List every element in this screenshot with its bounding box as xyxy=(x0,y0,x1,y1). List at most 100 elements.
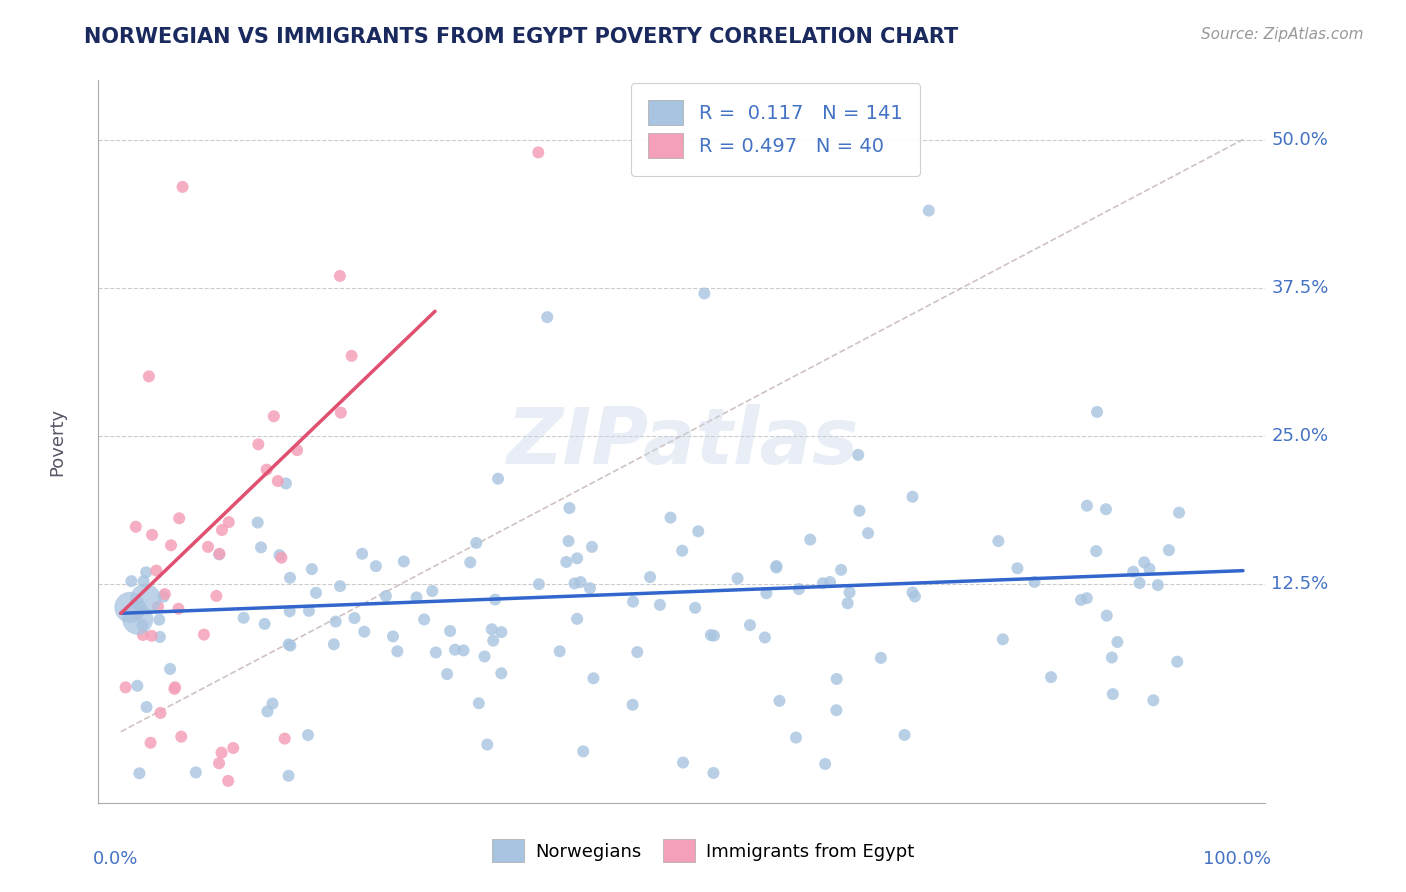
Point xyxy=(1070,593,1092,607)
Point xyxy=(1101,687,1123,701)
Point xyxy=(1147,578,1170,592)
Point xyxy=(208,756,231,771)
Point xyxy=(1007,561,1029,575)
Point xyxy=(991,632,1014,647)
Point xyxy=(193,627,215,641)
Point xyxy=(152,590,174,604)
Point xyxy=(352,547,374,561)
Point xyxy=(468,696,491,710)
Point xyxy=(811,576,834,591)
Point xyxy=(565,551,588,566)
Point xyxy=(1085,405,1108,419)
Point xyxy=(579,581,602,595)
Point xyxy=(218,515,240,529)
Point xyxy=(263,409,285,424)
Point xyxy=(787,582,810,596)
Point xyxy=(918,203,941,218)
Point xyxy=(138,369,160,384)
Point xyxy=(420,584,443,599)
Point xyxy=(329,268,352,283)
Point xyxy=(453,643,475,657)
Point xyxy=(167,601,190,615)
Point xyxy=(491,666,513,681)
Point xyxy=(901,585,924,599)
Point xyxy=(205,589,228,603)
Point xyxy=(148,613,170,627)
Point xyxy=(838,585,860,599)
Point xyxy=(297,728,319,742)
Point xyxy=(262,697,284,711)
Point xyxy=(269,548,291,562)
Point xyxy=(1040,670,1063,684)
Point xyxy=(765,560,787,574)
Point xyxy=(830,563,852,577)
Point xyxy=(672,756,695,770)
Point xyxy=(436,667,458,681)
Point xyxy=(754,631,776,645)
Point xyxy=(253,616,276,631)
Point xyxy=(848,504,870,518)
Point xyxy=(477,738,499,752)
Point xyxy=(114,681,136,695)
Point xyxy=(527,145,550,160)
Point xyxy=(135,566,157,580)
Point xyxy=(135,700,157,714)
Point xyxy=(555,555,578,569)
Point xyxy=(825,672,848,686)
Point xyxy=(702,766,724,780)
Point xyxy=(278,604,301,618)
Point xyxy=(765,559,787,574)
Point xyxy=(491,625,513,640)
Point xyxy=(127,612,149,626)
Point xyxy=(486,472,509,486)
Point xyxy=(305,586,328,600)
Point xyxy=(131,618,153,632)
Point xyxy=(163,681,186,696)
Point xyxy=(785,731,807,745)
Point xyxy=(818,574,841,589)
Text: 0.0%: 0.0% xyxy=(93,850,138,868)
Point xyxy=(132,574,155,589)
Point xyxy=(671,543,693,558)
Point xyxy=(149,706,172,720)
Point xyxy=(211,523,233,537)
Point xyxy=(129,600,152,615)
Point xyxy=(581,540,603,554)
Point xyxy=(814,756,837,771)
Point xyxy=(987,534,1010,549)
Point xyxy=(444,642,467,657)
Point xyxy=(893,728,915,742)
Text: 100.0%: 100.0% xyxy=(1204,850,1271,868)
Point xyxy=(256,463,278,477)
Point xyxy=(278,571,301,585)
Point xyxy=(375,589,398,603)
Point xyxy=(277,769,299,783)
Text: 50.0%: 50.0% xyxy=(1271,130,1329,148)
Point xyxy=(621,594,644,608)
Point xyxy=(267,474,290,488)
Point xyxy=(1157,543,1180,558)
Point xyxy=(901,490,924,504)
Point xyxy=(127,607,149,621)
Point xyxy=(1139,562,1161,576)
Text: 25.0%: 25.0% xyxy=(1271,426,1329,444)
Point xyxy=(322,637,344,651)
Point xyxy=(127,599,149,613)
Point xyxy=(153,587,176,601)
Point xyxy=(247,437,270,451)
Point xyxy=(582,671,605,685)
Point xyxy=(755,586,778,600)
Point xyxy=(1166,655,1188,669)
Point xyxy=(439,624,461,638)
Point xyxy=(149,630,172,644)
Point xyxy=(141,629,163,643)
Point xyxy=(256,705,278,719)
Point xyxy=(557,534,579,549)
Point xyxy=(343,611,366,625)
Point xyxy=(172,180,194,194)
Point xyxy=(825,703,848,717)
Point xyxy=(621,698,644,712)
Point xyxy=(1101,650,1123,665)
Point xyxy=(572,744,595,758)
Point xyxy=(700,628,723,642)
